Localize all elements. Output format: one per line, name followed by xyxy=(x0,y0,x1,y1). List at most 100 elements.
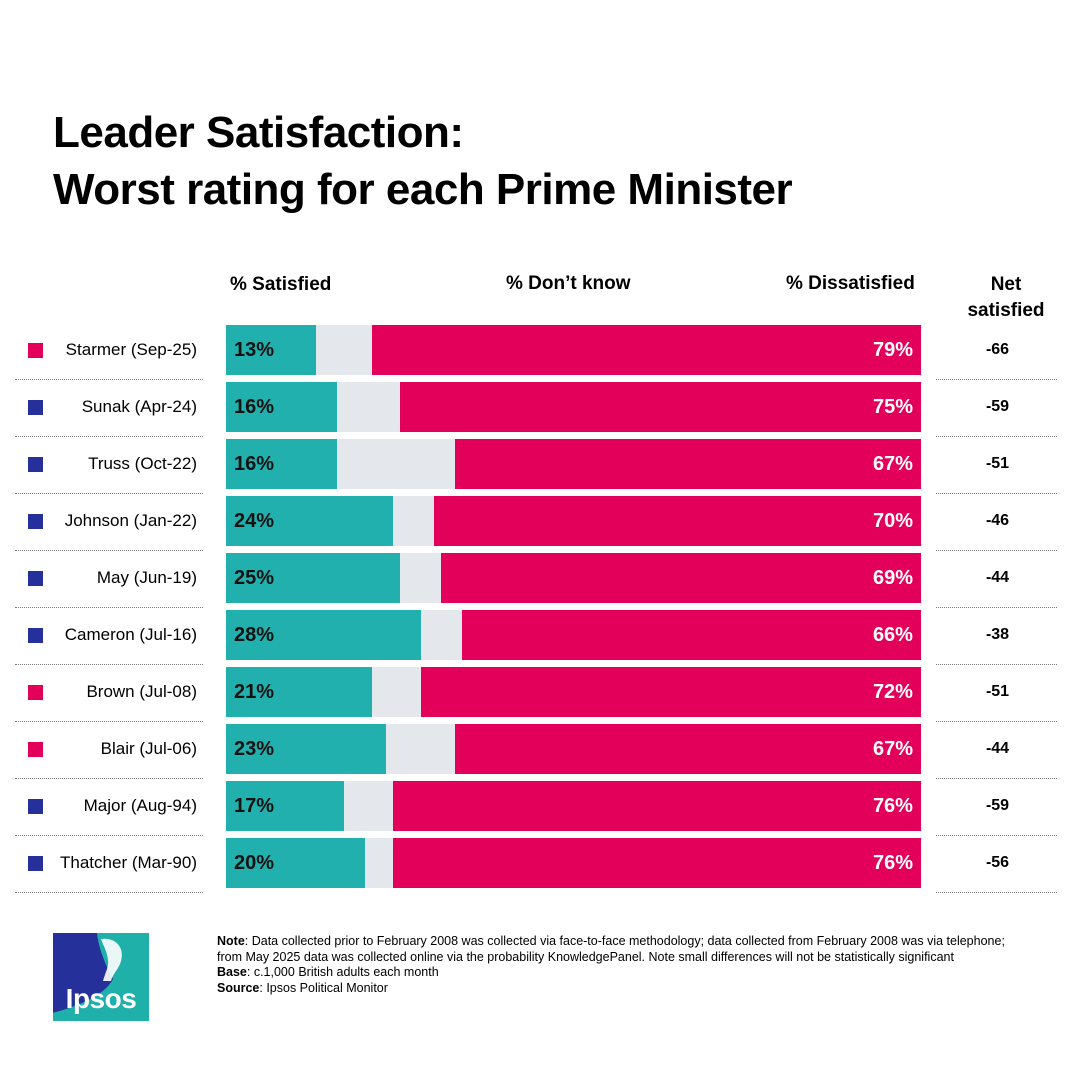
value-label-satisfied: 16% xyxy=(234,452,275,475)
row-separator-right xyxy=(936,835,1057,836)
ipsos-logo-graphic xyxy=(53,933,149,1021)
footnote-note-text: : Data collected prior to February 2008 … xyxy=(217,934,1005,964)
party-color-swatch xyxy=(28,799,43,814)
party-color-swatch xyxy=(28,457,43,472)
bar-segment-dont-know xyxy=(371,667,421,717)
stacked-bar: 24% 70% xyxy=(226,496,921,546)
bar-segment-satisfied: 25% xyxy=(226,553,400,603)
value-label-dissatisfied: 66% xyxy=(872,623,913,646)
party-color-swatch xyxy=(28,685,43,700)
value-label-satisfied: 20% xyxy=(234,851,275,874)
row-separator-left xyxy=(15,664,203,665)
row-separator-left xyxy=(15,778,203,779)
table-row: Thatcher (Mar-90) 20% 76% -56 xyxy=(0,838,1077,895)
value-label-dissatisfied: 70% xyxy=(872,509,913,532)
bar-segment-dissatisfied: 76% xyxy=(392,781,921,831)
party-color-swatch xyxy=(28,628,43,643)
stacked-bar: 17% 76% xyxy=(226,781,921,831)
value-label-satisfied: 25% xyxy=(234,566,275,589)
bar-segment-dissatisfied: 72% xyxy=(420,667,921,717)
net-satisfied-value: -66 xyxy=(985,341,1010,358)
value-label-satisfied: 17% xyxy=(234,794,275,817)
stacked-bar: 13% 79% xyxy=(226,325,921,375)
value-label-satisfied: 23% xyxy=(234,737,275,760)
bar-segment-dissatisfied: 75% xyxy=(399,382,921,432)
row-separator-right xyxy=(936,436,1057,437)
stacked-bar: 28% 66% xyxy=(226,610,921,660)
row-separator-right xyxy=(936,550,1057,551)
bar-segment-satisfied: 23% xyxy=(226,724,386,774)
value-label-dissatisfied: 69% xyxy=(872,566,913,589)
column-header-dont-know: % Don’t know xyxy=(506,273,631,294)
stacked-bar: 21% 72% xyxy=(226,667,921,717)
leader-label: Blair (Jul-06) xyxy=(100,739,197,758)
bar-segment-satisfied: 16% xyxy=(226,382,338,432)
net-satisfied-value: -46 xyxy=(985,512,1010,529)
bar-segment-satisfied: 21% xyxy=(226,667,372,717)
leader-label: Thatcher (Mar-90) xyxy=(60,853,197,872)
net-satisfied-value: -51 xyxy=(985,683,1010,700)
party-color-swatch xyxy=(28,343,43,358)
column-header-net-satisfied: Net satisfied xyxy=(967,274,1045,321)
value-label-satisfied: 16% xyxy=(234,395,275,418)
bar-segment-satisfied: 13% xyxy=(226,325,317,375)
row-separator-right xyxy=(936,493,1057,494)
leader-label: Major (Aug-94) xyxy=(83,796,197,815)
table-row: Major (Aug-94) 17% 76% -59 xyxy=(0,781,1077,838)
bar-segment-dissatisfied: 66% xyxy=(462,610,921,660)
leader-label: May (Jun-19) xyxy=(96,568,197,587)
row-separator-right xyxy=(936,892,1057,893)
bar-segment-dont-know xyxy=(344,781,393,831)
net-satisfied-value: -38 xyxy=(985,626,1010,643)
party-color-swatch xyxy=(28,571,43,586)
table-row: Johnson (Jan-22) 24% 70% -46 xyxy=(0,496,1077,553)
leader-label: Cameron (Jul-16) xyxy=(64,625,197,644)
table-row: Cameron (Jul-16) 28% 66% -38 xyxy=(0,610,1077,667)
footnote-source-text: : Ipsos Political Monitor xyxy=(259,980,388,995)
net-satisfied-value: -59 xyxy=(985,398,1010,415)
value-label-dissatisfied: 67% xyxy=(872,452,913,475)
party-color-swatch xyxy=(28,856,43,871)
stacked-bar: 23% 67% xyxy=(226,724,921,774)
row-separator-left xyxy=(15,379,203,380)
footnote-source-label: Source xyxy=(217,980,260,995)
chart-title: Leader Satisfaction: Worst rating for ea… xyxy=(53,104,793,218)
row-separator-left xyxy=(15,892,203,893)
bar-segment-dissatisfied: 67% xyxy=(455,439,921,489)
net-satisfied-value: -44 xyxy=(985,740,1010,757)
table-row: Blair (Jul-06) 23% 67% -44 xyxy=(0,724,1077,781)
row-separator-left xyxy=(15,436,203,437)
bar-segment-dont-know xyxy=(316,325,372,375)
row-separator-left xyxy=(15,835,203,836)
net-satisfied-value: -59 xyxy=(985,797,1010,814)
footnote-note: Note: Data collected prior to February 2… xyxy=(217,934,1027,965)
row-separator-left xyxy=(15,493,203,494)
net-satisfied-value: -44 xyxy=(985,569,1010,586)
footnote: Note: Data collected prior to February 2… xyxy=(217,934,1027,996)
value-label-satisfied: 28% xyxy=(234,623,275,646)
bar-segment-satisfied: 17% xyxy=(226,781,345,831)
footnote-base: Base: c.1,000 British adults each month xyxy=(217,965,1027,981)
value-label-satisfied: 24% xyxy=(234,509,275,532)
leader-label: Sunak (Apr-24) xyxy=(81,397,197,416)
leader-label: Johnson (Jan-22) xyxy=(64,511,197,530)
stacked-bar: 16% 67% xyxy=(226,439,921,489)
leader-label: Starmer (Sep-25) xyxy=(65,340,197,359)
bar-segment-dissatisfied: 70% xyxy=(434,496,921,546)
bar-segment-dont-know xyxy=(420,610,463,660)
party-color-swatch xyxy=(28,400,43,415)
bar-segment-dissatisfied: 67% xyxy=(455,724,921,774)
stacked-bar: 25% 69% xyxy=(226,553,921,603)
chart-rows: Starmer (Sep-25) 13% 79% -66 Sunak (Apr-24) 1… xyxy=(0,325,1077,895)
footnote-note-label: Note xyxy=(217,934,245,948)
table-row: Sunak (Apr-24) 16% 75% -59 xyxy=(0,382,1077,439)
bar-segment-satisfied: 20% xyxy=(226,838,365,888)
table-row: Brown (Jul-08) 21% 72% -51 xyxy=(0,667,1077,724)
value-label-dissatisfied: 75% xyxy=(872,395,913,418)
value-label-dissatisfied: 72% xyxy=(872,680,913,703)
value-label-satisfied: 13% xyxy=(234,338,275,361)
row-separator-right xyxy=(936,379,1057,380)
column-header-dissatisfied: % Dissatisfied xyxy=(786,273,915,294)
bar-segment-dissatisfied: 79% xyxy=(371,325,921,375)
stacked-bar: 16% 75% xyxy=(226,382,921,432)
